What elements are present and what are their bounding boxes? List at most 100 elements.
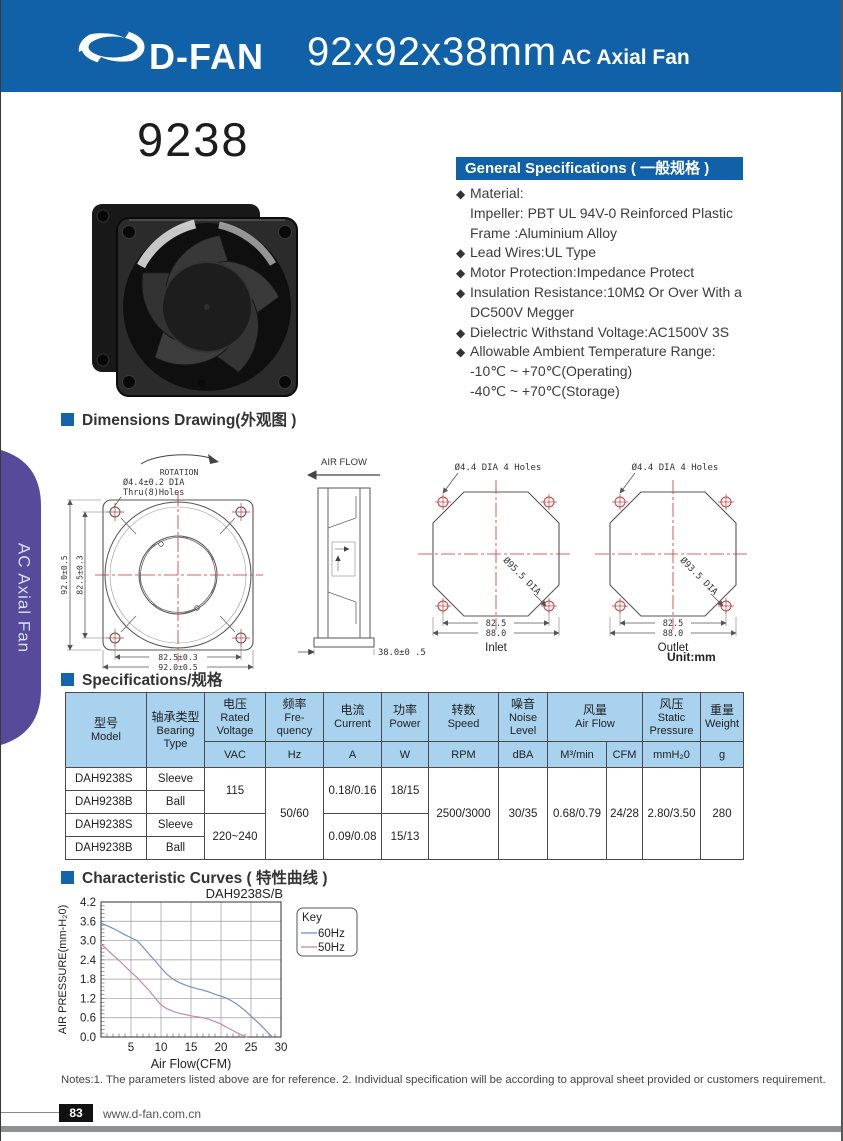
svg-text:5: 5 — [128, 1042, 134, 1054]
svg-text:0.0: 0.0 — [80, 1032, 96, 1044]
cell-voltage-220: 220~240 — [204, 813, 266, 860]
bottom-bar — [1, 1126, 841, 1132]
unit-g: g — [700, 741, 744, 768]
spec-line: ◆ Motor Protection:Impedance Protect — [456, 264, 695, 281]
front-view-drawing: ROTATION Ø4.4±0.2 DIA Thru(8)Holes — [59, 454, 263, 672]
outlet-caption: Outlet — [658, 642, 689, 654]
svg-text:0.6: 0.6 — [80, 1013, 96, 1025]
curves-heading: Characteristic Curves ( 特性曲线 ) — [61, 866, 328, 888]
table-row: DAH9238B Ball — [65, 790, 744, 814]
cell-voltage-115: 115 — [204, 767, 266, 814]
col-header-model: 型号 Model — [65, 692, 147, 768]
unit-hz: Hz — [265, 741, 324, 768]
spec-line: ◆ Insulation Resistance:10MΩ Or Over With… — [456, 283, 742, 300]
inlet-dia-label: Ø95.5 DIA — [501, 555, 544, 598]
front-dim-height-outer: 92.0±0.5 — [59, 555, 69, 595]
col-header-speed: 转数 Speed — [428, 692, 499, 742]
section-bullet-icon — [61, 871, 74, 884]
outlet-view-drawing: Ø4.4 DIA 4 Holes Ø93.5 DIA 82.5 88.0 Out… — [595, 462, 747, 654]
svg-text:15: 15 — [185, 1042, 198, 1054]
unit-mmh2o: mmH₂0 — [642, 741, 701, 768]
spec-line: ◆ Lead Wires:UL Type — [456, 244, 597, 261]
cell-model: DAH9238S — [65, 813, 147, 837]
table-row: DAH9238S Sleeve 220~240 0.09/0.08 15/13 — [65, 813, 744, 860]
inlet-hole-note: Ø4.4 DIA 4 Holes — [455, 462, 542, 473]
svg-text:25: 25 — [245, 1042, 258, 1054]
cell-power-b: 15/13 — [381, 813, 429, 860]
front-dim-width-inner: 82.5±0.3 — [158, 652, 198, 662]
curve-chart: 5 10 15 20 25 30 0.0 0.6 1.2 1.8 2.4 3.0 3.6 4.2 DAH92… — [57, 888, 358, 1071]
unit-cfm: CFM — [606, 741, 643, 768]
outlet-hole-note: Ø4.4 DIA 4 Holes — [632, 462, 719, 473]
brand-logo-icon — [78, 28, 145, 66]
side-view-drawing: AIR FLOW 38.0±0 .5 — [298, 457, 426, 658]
spec-table: 型号 Model 轴承类型 Bearing Type 电压 Rated Voltage… — [65, 692, 744, 860]
airflow-label: AIR FLOW — [321, 457, 367, 468]
cell-weight: 280 — [700, 767, 744, 860]
front-dim-height-inner: 82.5±0.3 — [75, 555, 85, 595]
brand-name: D-FAN — [149, 36, 264, 77]
spec-line: ◆ Allowable Ambient Temperature Range: — [456, 343, 716, 360]
header-bar: D-FAN 92x92x38mm AC Axial Fan — [1, 0, 841, 92]
svg-text:AIR PRESSURE(mm-H₂0): AIR PRESSURE(mm-H₂0) — [57, 905, 69, 1035]
unit-m3min: M³/min — [547, 741, 607, 768]
col-header-airflow: 风量 Air Flow — [547, 692, 643, 742]
cell-bearing: Ball — [146, 790, 205, 814]
cell-bearing: Ball — [146, 836, 205, 860]
spec-line: ◆ Material: — [456, 185, 524, 201]
unit-w: W — [381, 741, 429, 768]
inlet-dim-outer: 88.0 — [486, 629, 506, 639]
cell-model: DAH9238B — [65, 836, 147, 860]
unit-vac: VAC — [204, 741, 266, 768]
svg-text:3.6: 3.6 — [80, 916, 96, 928]
svg-text:1.2: 1.2 — [80, 993, 96, 1005]
col-header-noise: 噪音 Noise Level — [498, 692, 548, 742]
outlet-dia-label: Ø93.5 DIA — [678, 555, 721, 598]
unit-label: Unit:mm — [667, 650, 716, 664]
spec-line: Impeller: PBT UL 94V-0 Reinforced Plasti… — [470, 204, 734, 221]
cell-noise: 30/35 — [498, 767, 548, 860]
cell-speed: 2500/3000 — [428, 767, 499, 860]
cell-power-a: 18/15 — [381, 767, 429, 814]
inlet-view-drawing: Ø4.4 DIA 4 Holes Ø95.5 DIA 82.5 88.0 Inl… — [418, 462, 570, 654]
spec-line: -40℃ ~ +70℃(Storage) — [470, 382, 620, 399]
outlet-dim-outer: 88.0 — [663, 629, 683, 639]
cell-model: DAH9238S — [65, 767, 147, 791]
col-header-current: 电流 Current — [323, 692, 382, 742]
spec-line: DC500V Megger — [470, 303, 575, 320]
rotation-label: ROTATION — [160, 468, 199, 477]
website-text: www.d-fan.com.cn — [103, 1107, 202, 1121]
table-row: DAH9238S Sleeve 115 50/60 0.18/0.16 18/1… — [65, 767, 744, 860]
unit-dba: dBA — [498, 741, 548, 768]
col-header-power: 功率 Power — [381, 692, 429, 742]
general-specs-list: ◆ Material: Impeller: PBT UL 94V-0 Reinfo… — [456, 184, 801, 402]
general-specs-title-bar: General Specifications ( 一般规格 ) — [456, 157, 743, 180]
svg-text:Key: Key — [302, 912, 322, 924]
inlet-dim-inner: 82.5 — [486, 619, 506, 629]
svg-text:50Hz: 50Hz — [318, 942, 345, 954]
col-header-static-pressure: 风压 Static Pressure — [642, 692, 701, 742]
cell-current-b: 0.09/0.08 — [323, 813, 382, 860]
spec-line: ◆ Dielectric Withstand Voltage:AC1500V 3S — [456, 323, 730, 340]
notes-text: Notes:1. The parameters listed above are… — [61, 1074, 826, 1086]
cell-bearing: Sleeve — [146, 813, 205, 837]
hole-note-line1: Ø4.4±0.2 DIA — [123, 477, 184, 488]
cell-frequency: 50/60 — [265, 767, 324, 860]
inlet-caption: Inlet — [485, 642, 508, 654]
svg-text:10: 10 — [155, 1042, 168, 1054]
svg-text:3.0: 3.0 — [80, 936, 96, 948]
page-title: 92x92x38mm — [307, 30, 558, 74]
svg-text:20: 20 — [215, 1042, 228, 1054]
side-tab-label: AC Axial Fan — [14, 542, 33, 653]
outlet-dim-inner: 82.5 — [663, 619, 683, 629]
page-number: 83 — [59, 1104, 93, 1122]
spec-line: -10℃ ~ +70℃(Operating) — [470, 363, 633, 380]
spec-line: Frame :Aluminium Alloy — [470, 224, 618, 241]
product-photo — [92, 204, 298, 397]
section-bullet-icon — [61, 673, 74, 686]
svg-text:1.8: 1.8 — [80, 974, 96, 986]
section-bullet-icon — [61, 413, 74, 426]
cell-static-pressure: 2.80/3.50 — [642, 767, 701, 860]
col-header-frequency: 频率 Fre-quency — [265, 692, 324, 742]
